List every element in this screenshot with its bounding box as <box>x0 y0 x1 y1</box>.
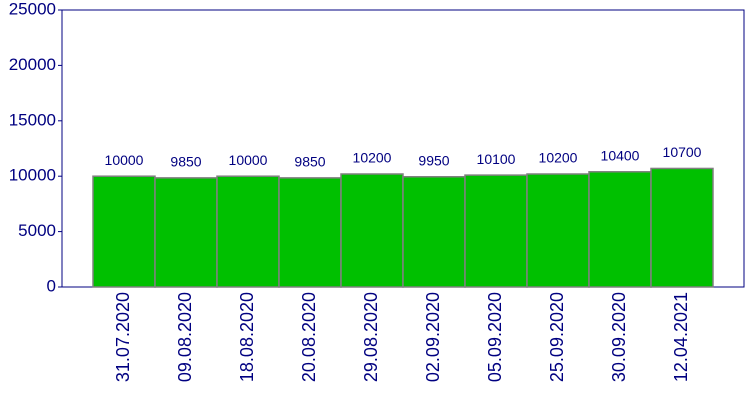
y-tick-label: 5000 <box>18 221 56 240</box>
y-tick-label: 15000 <box>9 110 56 129</box>
value-label: 10000 <box>105 152 144 168</box>
y-tick-label: 20000 <box>9 55 56 74</box>
x-tick-label: 20.08.2020 <box>299 292 319 382</box>
value-label: 10700 <box>663 144 702 160</box>
y-tick-label: 0 <box>47 276 56 295</box>
value-label: 10200 <box>353 150 392 166</box>
x-tick-label: 30.09.2020 <box>609 292 629 382</box>
y-tick-label: 25000 <box>9 0 56 18</box>
x-tick-label: 02.09.2020 <box>423 292 443 382</box>
x-tick-label: 12.04.2021 <box>671 292 691 382</box>
value-label: 10200 <box>539 150 578 166</box>
x-tick-label: 18.08.2020 <box>237 292 257 382</box>
y-tick-label: 10000 <box>9 166 56 185</box>
x-tick-label: 05.09.2020 <box>485 292 505 382</box>
bar <box>154 177 218 288</box>
x-tick-label: 25.09.2020 <box>547 292 567 382</box>
value-label: 10100 <box>477 151 516 167</box>
bar <box>92 175 156 288</box>
bar <box>216 175 280 288</box>
x-tick-label: 09.08.2020 <box>175 292 195 382</box>
bar <box>464 174 528 288</box>
value-label: 9850 <box>170 154 201 170</box>
bar <box>650 167 714 288</box>
value-label: 10000 <box>229 152 268 168</box>
value-label: 9850 <box>294 154 325 170</box>
x-tick-label: 29.08.2020 <box>361 292 381 382</box>
bar <box>402 176 466 288</box>
bar <box>526 173 590 288</box>
value-label: 9950 <box>418 152 449 168</box>
bar <box>340 173 404 288</box>
x-tick-label: 31.07.2020 <box>113 292 133 382</box>
value-label: 10400 <box>601 147 640 163</box>
bar <box>588 171 652 288</box>
bar <box>278 177 342 288</box>
